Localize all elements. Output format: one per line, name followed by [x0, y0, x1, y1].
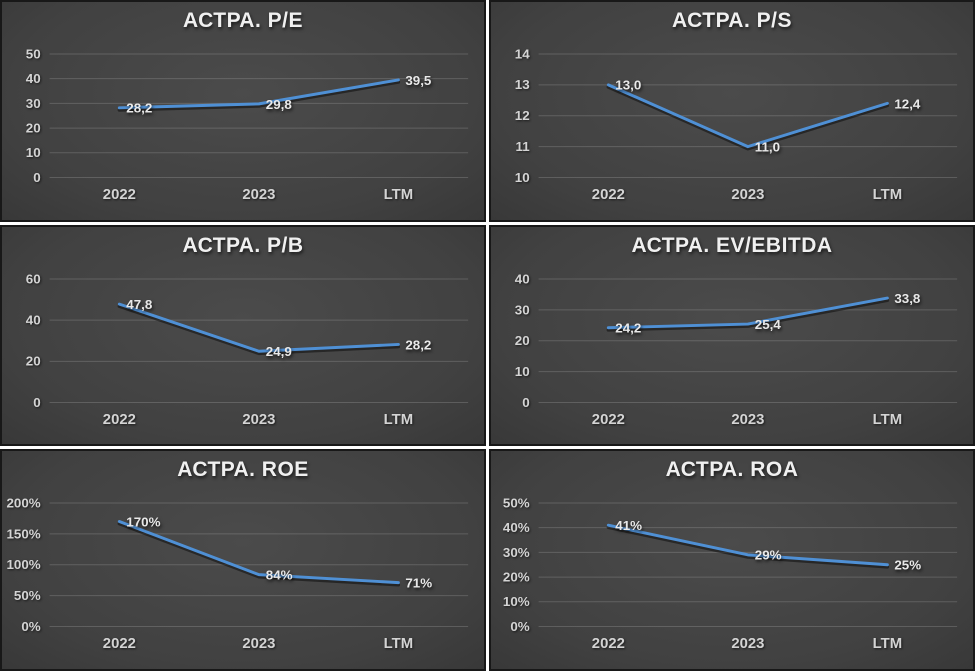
- series-line: [606, 296, 889, 329]
- chart-title-pe: АСТРА. P/E: [183, 9, 303, 32]
- x-axis-tick-label: 2022: [103, 636, 136, 652]
- data-label: 24,9: [266, 344, 292, 359]
- line-chart-roa: 0% 10% 20% 30% 40% 50% 2022 2023 LTM 41% 29% 25%: [503, 496, 958, 652]
- series-line: [606, 83, 889, 149]
- chart-panel-pb: АСТРА. P/B 0 20 40 60 2022 2023 LTM 47,8 24,9 28,…: [0, 224, 486, 447]
- data-label: 29,8: [266, 97, 292, 112]
- y-axis-tick-label: 100%: [6, 558, 40, 573]
- data-label: 11,0: [755, 140, 780, 155]
- y-axis-tick-label: 20: [515, 333, 530, 348]
- x-axis-tick-label: 2023: [242, 187, 275, 203]
- series-line: [117, 520, 400, 585]
- data-label: 25,4: [755, 317, 782, 332]
- y-axis-tick-label: 40%: [503, 520, 530, 535]
- y-axis-tick-label: 20%: [503, 570, 530, 585]
- data-label: 47,8: [126, 297, 152, 312]
- y-axis-tick-label: 20: [26, 121, 41, 136]
- y-axis-tick-label: 50%: [503, 496, 530, 511]
- x-axis-tick-label: LTM: [873, 412, 902, 428]
- chart-title-pb: АСТРА. P/B: [182, 233, 304, 257]
- y-axis-tick-label: 12: [515, 108, 530, 123]
- x-axis-tick-label: 2022: [103, 187, 136, 203]
- data-label: 25%: [894, 558, 921, 573]
- y-axis-tick-label: 10: [515, 364, 530, 379]
- chart-title-ps: АСТРА. P/S: [672, 9, 792, 32]
- x-axis-tick-label: 2022: [592, 636, 625, 652]
- series-line-shadow: [606, 298, 890, 332]
- series-line-shadow: [117, 304, 401, 355]
- x-axis-tick-label: 2022: [103, 412, 136, 428]
- y-axis-tick-label: 60: [26, 271, 41, 286]
- series-line: [117, 78, 400, 110]
- line-chart-pe: 0 10 20 30 40 50 2022 2023 LTM 28,2 29,8 39,5: [26, 46, 469, 203]
- chart-panel-ps: АСТРА. P/S 10 11 12 13 14 2022 2023 LTM 13,0 11,0…: [489, 0, 975, 222]
- line-chart-ev-ebitda: 0 10 20 30 40 2022 2023 LTM 24,2 25,4 33,8: [515, 271, 958, 428]
- y-axis-tick-label: 11: [516, 139, 531, 154]
- data-label: 41%: [615, 519, 642, 534]
- y-axis-tick-label: 0: [33, 395, 40, 410]
- y-axis-tick-label: 150%: [6, 527, 40, 542]
- data-label: 28,2: [405, 337, 431, 352]
- y-axis-tick-label: 20: [26, 353, 41, 368]
- y-axis-tick-label: 50: [26, 46, 41, 61]
- series-line-shadow: [606, 525, 890, 569]
- data-label: 29%: [755, 548, 782, 563]
- x-axis-tick-label: LTM: [384, 412, 413, 428]
- x-axis-tick-label: LTM: [873, 187, 902, 203]
- y-axis-tick-label: 30: [515, 302, 530, 317]
- line-chart-pb: 0 20 40 60 2022 2023 LTM 47,8 24,9 28,2: [26, 271, 469, 428]
- y-axis-tick-label: 50%: [14, 588, 41, 603]
- data-label: 71%: [405, 576, 432, 591]
- chart-panel-ev-ebitda: АСТРА. EV/EBITDA 0 10 20 30 40 2022 2023 LTM 24,…: [489, 224, 975, 447]
- chart-panel-roa: АСТРА. ROA 0% 10% 20% 30% 40% 50% 2022 2023 LTM 4…: [489, 449, 975, 671]
- y-axis-tick-label: 0: [33, 170, 40, 185]
- y-axis-tick-label: 30%: [503, 545, 530, 560]
- y-axis-tick-label: 200%: [6, 496, 40, 511]
- data-label: 13,0: [615, 78, 641, 93]
- y-axis-tick-label: 0%: [21, 619, 41, 634]
- x-axis-tick-label: 2023: [731, 412, 764, 428]
- line-chart-ps: 10 11 12 13 14 2022 2023 LTM 13,0 11,0 12,4: [515, 46, 958, 203]
- chart-panel-pe: АСТРА. P/E 0 10 20 30 40 50 2022 2023 LTM 28,2 29,…: [0, 0, 486, 222]
- chart-title-roa: АСТРА. ROA: [665, 458, 799, 482]
- x-axis-tick-label: LTM: [384, 187, 413, 203]
- y-axis-tick-label: 30: [26, 96, 41, 111]
- x-axis-tick-label: LTM: [873, 636, 902, 652]
- x-axis-tick-label: 2022: [592, 412, 625, 428]
- data-label: 24,2: [615, 320, 641, 335]
- line-chart-roe: 0% 50% 100% 150% 200% 2022 2023 LTM 170% 84% 71%: [6, 496, 469, 652]
- series-line: [606, 524, 889, 567]
- y-axis-tick-label: 0%: [510, 619, 530, 634]
- data-label: 33,8: [894, 291, 920, 306]
- y-axis-tick-label: 13: [515, 77, 530, 92]
- series-line-shadow: [117, 80, 401, 112]
- chart-panel-roe: АСТРА. ROE 0% 50% 100% 150% 200% 2022 2023 LTM 1…: [0, 449, 486, 671]
- y-axis-tick-label: 10: [26, 145, 41, 160]
- y-axis-tick-label: 40: [26, 312, 41, 327]
- data-label: 12,4: [894, 96, 921, 111]
- y-axis-tick-label: 40: [515, 271, 530, 286]
- x-axis-tick-label: LTM: [384, 636, 413, 652]
- y-axis-tick-label: 14: [515, 46, 530, 61]
- y-axis-tick-label: 10: [515, 170, 530, 185]
- series-line: [117, 302, 400, 353]
- data-label: 84%: [266, 568, 293, 583]
- x-axis-tick-label: 2023: [731, 636, 764, 652]
- data-label: 39,5: [405, 73, 432, 88]
- x-axis-tick-label: 2022: [592, 187, 625, 203]
- x-axis-tick-label: 2023: [731, 187, 764, 203]
- data-label: 28,2: [126, 101, 152, 116]
- data-label: 170%: [126, 515, 160, 530]
- series-line-shadow: [606, 85, 890, 151]
- chart-title-roe: АСТРА. ROE: [177, 458, 309, 482]
- x-axis-tick-label: 2023: [242, 636, 275, 652]
- y-axis-tick-label: 10%: [503, 595, 530, 610]
- chart-title-ev-ebitda: АСТРА. EV/EBITDA: [631, 233, 833, 257]
- x-axis-tick-label: 2023: [242, 412, 275, 428]
- series-line-shadow: [117, 522, 401, 587]
- y-axis-tick-label: 40: [26, 71, 41, 86]
- y-axis-tick-label: 0: [522, 395, 529, 410]
